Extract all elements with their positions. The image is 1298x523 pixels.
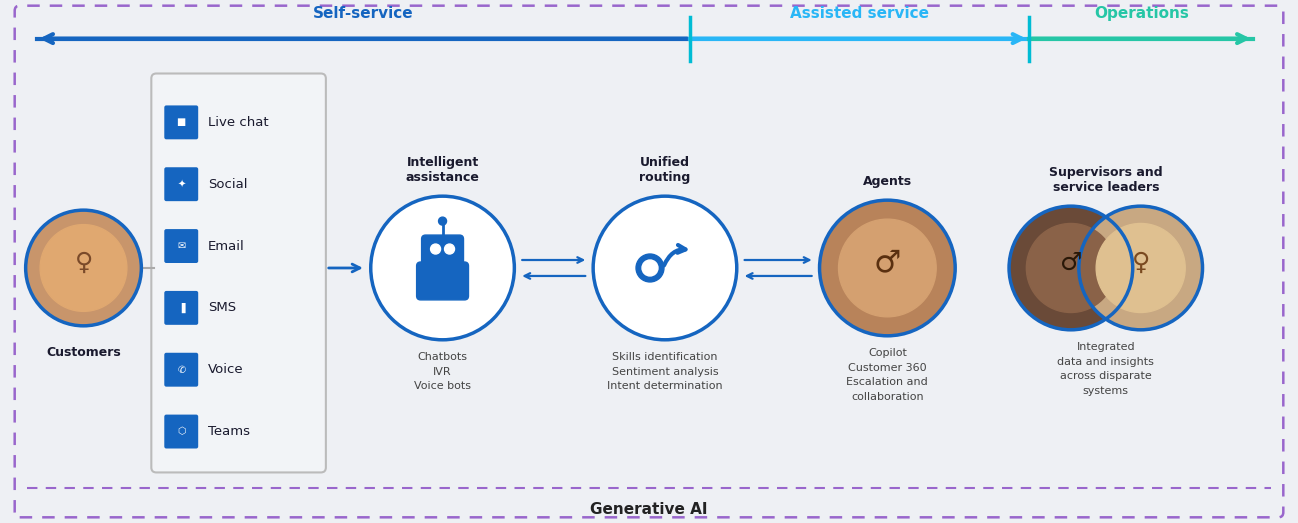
- Text: Skills identification
Sentiment analysis
Intent determination: Skills identification Sentiment analysis…: [607, 352, 723, 391]
- FancyBboxPatch shape: [165, 415, 199, 449]
- Text: ✉: ✉: [178, 241, 186, 251]
- Circle shape: [26, 210, 141, 326]
- FancyBboxPatch shape: [165, 291, 199, 325]
- Text: ✆: ✆: [178, 365, 186, 374]
- Text: ▐: ▐: [178, 303, 186, 313]
- Circle shape: [1027, 223, 1115, 313]
- Text: ■: ■: [177, 117, 186, 128]
- Text: Voice: Voice: [208, 363, 244, 376]
- Text: Generative AI: Generative AI: [591, 503, 707, 517]
- Text: Live chat: Live chat: [208, 116, 269, 129]
- Text: Assisted service: Assisted service: [790, 6, 929, 20]
- Circle shape: [1097, 223, 1185, 313]
- Text: Chatbots
IVR
Voice bots: Chatbots IVR Voice bots: [414, 352, 471, 391]
- FancyBboxPatch shape: [165, 229, 199, 263]
- Circle shape: [1079, 206, 1202, 330]
- Text: ♀: ♀: [74, 251, 92, 275]
- Text: ♂: ♂: [1059, 251, 1083, 275]
- Circle shape: [593, 196, 737, 340]
- Circle shape: [431, 244, 440, 254]
- Circle shape: [636, 254, 665, 282]
- Text: Agents: Agents: [863, 175, 912, 188]
- Circle shape: [371, 196, 514, 340]
- Circle shape: [839, 219, 936, 317]
- Text: ⬡: ⬡: [177, 427, 186, 437]
- FancyBboxPatch shape: [14, 6, 1284, 517]
- Circle shape: [819, 200, 955, 336]
- Text: Social: Social: [208, 178, 248, 191]
- FancyBboxPatch shape: [417, 262, 469, 300]
- FancyBboxPatch shape: [152, 74, 326, 472]
- FancyBboxPatch shape: [165, 353, 199, 386]
- Text: Integrated
data and insights
across disparate
systems: Integrated data and insights across disp…: [1058, 342, 1154, 396]
- Text: Operations: Operations: [1094, 6, 1189, 20]
- Text: Self-service: Self-service: [313, 6, 414, 20]
- Text: Teams: Teams: [208, 425, 251, 438]
- Text: Unified
routing: Unified routing: [640, 156, 691, 184]
- FancyBboxPatch shape: [422, 235, 463, 269]
- FancyBboxPatch shape: [165, 167, 199, 201]
- Circle shape: [439, 217, 447, 225]
- Text: Customers: Customers: [47, 346, 121, 359]
- Text: Supervisors and
service leaders: Supervisors and service leaders: [1049, 166, 1163, 194]
- Text: Intelligent
assistance: Intelligent assistance: [405, 156, 479, 184]
- Text: Email: Email: [208, 240, 245, 253]
- Circle shape: [1009, 206, 1133, 330]
- Circle shape: [40, 224, 127, 311]
- Text: SMS: SMS: [208, 301, 236, 314]
- Text: ✦: ✦: [178, 179, 186, 189]
- Text: ♂: ♂: [874, 248, 901, 278]
- Circle shape: [444, 244, 454, 254]
- Text: ♀: ♀: [1132, 251, 1150, 275]
- FancyBboxPatch shape: [165, 106, 199, 139]
- Circle shape: [643, 260, 658, 276]
- Text: Copilot
Customer 360
Escalation and
collaboration: Copilot Customer 360 Escalation and coll…: [846, 348, 928, 402]
